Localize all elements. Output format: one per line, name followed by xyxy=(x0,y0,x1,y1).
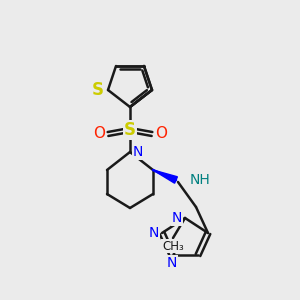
Text: NH: NH xyxy=(190,173,210,187)
Text: N: N xyxy=(149,226,159,240)
Text: N: N xyxy=(133,145,143,159)
Text: N: N xyxy=(172,211,182,225)
Text: O: O xyxy=(93,127,105,142)
Text: S: S xyxy=(124,121,136,139)
Text: O: O xyxy=(155,127,167,142)
Text: N: N xyxy=(167,256,177,270)
Text: S: S xyxy=(92,81,104,99)
Polygon shape xyxy=(153,170,177,183)
Text: CH₃: CH₃ xyxy=(162,239,184,253)
